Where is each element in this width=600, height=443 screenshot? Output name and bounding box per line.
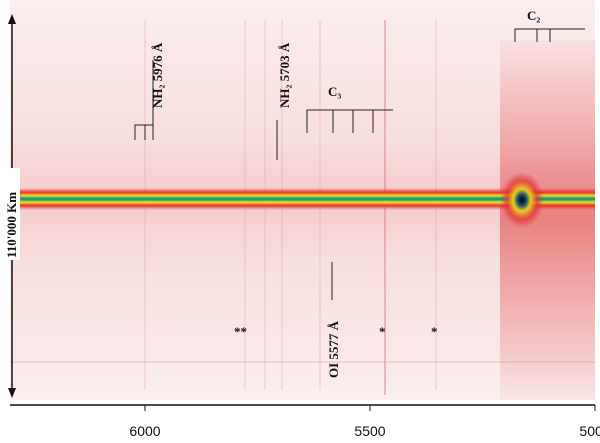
y-scale: 110'000 Km	[4, 14, 20, 398]
x-tick-label: 5000	[579, 423, 600, 439]
annotation: NH₂ 5703 Å	[277, 42, 292, 108]
annotation: C₃	[328, 84, 341, 99]
annotation: *	[379, 324, 386, 339]
annotation: NH₂ 5976 Å	[150, 42, 165, 108]
y-label: 110'000 Km	[4, 192, 19, 258]
spectrum-image	[10, 0, 595, 400]
annotations: NH₂ 5976 Å NH₂ 5703 Å C₃ C₂ OI 5577 Å **…	[134, 8, 585, 378]
annotation: *	[431, 324, 438, 339]
annotation: **	[234, 324, 247, 339]
annotation: OI 5577 Å	[326, 320, 341, 378]
annotation: C₂	[527, 8, 540, 23]
x-tick-label: 5500	[354, 423, 385, 439]
x-tick-label: 6000	[129, 423, 160, 439]
x-ticks: 6000 5500 5000	[129, 405, 600, 439]
